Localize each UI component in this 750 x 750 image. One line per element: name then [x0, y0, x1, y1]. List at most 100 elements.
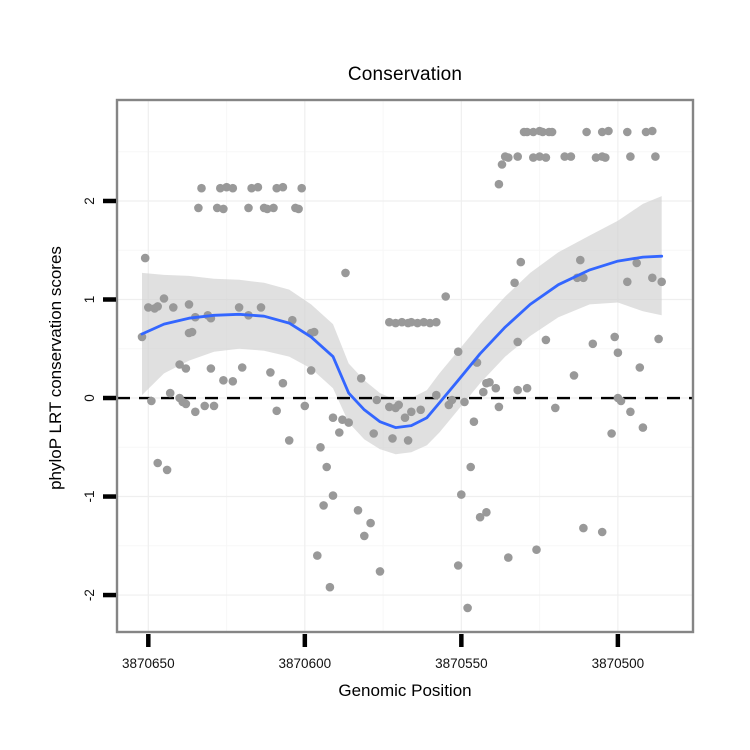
data-point [253, 182, 263, 192]
data-point [432, 317, 441, 327]
data-point [463, 603, 472, 613]
data-point [385, 317, 394, 327]
data-point [391, 318, 400, 328]
data-point [316, 443, 325, 452]
data-point [184, 328, 194, 338]
data-point [416, 405, 426, 415]
data-point [522, 127, 532, 137]
data-point [385, 402, 394, 412]
data-point [532, 545, 541, 554]
data-point [623, 277, 632, 287]
data-point [588, 339, 598, 349]
data-point [369, 429, 379, 438]
data-point [266, 368, 275, 377]
data-point [206, 364, 216, 373]
data-point [216, 183, 225, 193]
data-point [626, 407, 635, 417]
data-point [469, 417, 479, 427]
data-point [504, 553, 513, 562]
y-axis-label: phyloP LRT conservation scores [46, 246, 65, 490]
data-point [403, 436, 413, 445]
data-point [513, 337, 522, 347]
data-point [425, 318, 435, 328]
panel-border [115, 98, 695, 634]
data-point [529, 127, 538, 137]
data-point [322, 462, 332, 472]
data-point [191, 407, 200, 417]
data-point [453, 561, 463, 570]
data-point [597, 527, 607, 537]
data-point [607, 429, 616, 438]
data-point [541, 335, 551, 345]
data-point [184, 300, 194, 309]
data-point [538, 127, 547, 137]
data-point [560, 152, 569, 161]
data-point [413, 318, 422, 328]
data-point [494, 179, 504, 189]
data-point [140, 253, 150, 263]
data-point [513, 152, 522, 161]
data-point [576, 255, 585, 265]
data-point [432, 390, 441, 400]
data-point [269, 203, 278, 213]
data-point [356, 374, 366, 383]
data-point [516, 257, 526, 267]
y-tick-label: 0 [82, 394, 97, 402]
data-point [641, 127, 651, 137]
data-point [648, 126, 657, 136]
data-point [569, 371, 579, 380]
data-point [551, 403, 560, 413]
data-point [353, 506, 363, 515]
data-point [159, 294, 169, 303]
data-point [582, 127, 591, 137]
data-point [137, 332, 147, 342]
data-point [144, 303, 153, 312]
data-point [635, 363, 645, 372]
data-point [341, 268, 350, 278]
data-point [306, 366, 316, 375]
data-point [400, 413, 410, 423]
data-point [541, 153, 551, 162]
data-point [457, 490, 466, 499]
data-point [504, 153, 513, 162]
data-point [375, 567, 385, 576]
data-point [169, 303, 178, 312]
data-point [447, 395, 457, 405]
data-point [648, 273, 657, 283]
x-tick-label: 3870500 [592, 656, 645, 671]
data-point [601, 153, 610, 162]
data-point [272, 406, 282, 416]
data-point [460, 397, 469, 407]
data-point [632, 258, 641, 268]
x-tick-label: 3870650 [122, 656, 175, 671]
data-point [153, 458, 162, 468]
data-point [604, 126, 613, 136]
chart-title: Conservation [347, 64, 463, 85]
data-point [366, 518, 375, 528]
data-point [328, 413, 338, 423]
data-point [453, 347, 463, 357]
data-point [407, 407, 416, 417]
data-point [535, 152, 544, 161]
data-point [441, 292, 451, 301]
data-point [297, 183, 307, 193]
data-point [181, 364, 191, 373]
data-point [579, 273, 588, 283]
y-tick-label: -1 [82, 490, 97, 502]
data-point [566, 152, 576, 161]
data-point [597, 127, 607, 137]
data-point [394, 400, 404, 410]
data-point [344, 418, 354, 427]
x-axis-label: Genomic Position [338, 681, 472, 700]
data-point [657, 277, 666, 287]
data-point [638, 423, 648, 432]
data-point [162, 465, 172, 475]
data-point [209, 401, 219, 411]
data-point [616, 396, 626, 406]
data-point [278, 182, 288, 192]
data-point [491, 383, 501, 393]
data-point [610, 332, 619, 342]
y-tick-label: 2 [82, 197, 97, 205]
data-point [247, 183, 256, 193]
